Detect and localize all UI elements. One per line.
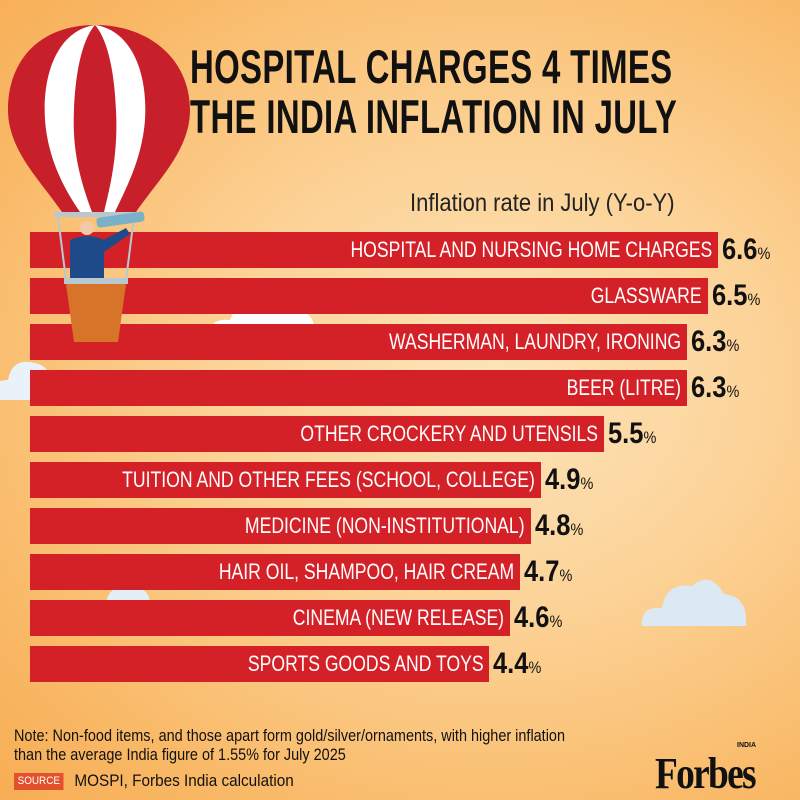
percent-unit: % xyxy=(559,566,573,585)
bar: WASHERMAN, LAUNDRY, IRONING xyxy=(30,324,687,360)
source-line: SOURCE MOSPI, Forbes India calculation xyxy=(14,771,294,791)
bar: HOSPITAL AND NURSING HOME CHARGES xyxy=(30,232,718,268)
percent-unit: % xyxy=(726,336,740,355)
bar-category-label: GLASSWARE xyxy=(590,283,702,308)
percent-unit: % xyxy=(757,244,771,263)
bar-value-label: 4.8% xyxy=(534,509,584,542)
bar: BEER (LITRE) xyxy=(30,370,687,406)
percent-unit: % xyxy=(549,612,563,631)
bar-value-label: 6.3% xyxy=(690,371,740,404)
bar: OTHER CROCKERY AND UTENSILS xyxy=(30,416,604,452)
bar-value-label: 4.9% xyxy=(545,463,594,496)
bar: MEDICINE (NON-INSTITUTIONAL) xyxy=(30,508,531,544)
source-badge: SOURCE xyxy=(14,772,64,790)
chart-title: HOSPITAL CHARGES 4 TIMES THE INDIA INFLA… xyxy=(190,40,678,143)
bar-category-label: TUITION AND OTHER FEES (SCHOOL, COLLEGE) xyxy=(122,467,536,492)
bar-value-label: 4.4% xyxy=(493,647,542,680)
percent-unit: % xyxy=(643,428,656,447)
bar-value-label: 6.5% xyxy=(711,279,760,312)
source-text: MOSPI, Forbes India calculation xyxy=(74,771,294,790)
bar-value-label: 4.7% xyxy=(524,555,573,588)
bar-category-label: CINEMA (NEW RELEASE) xyxy=(292,605,504,630)
bar-category-label: HAIR OIL, SHAMPOO, HAIR CREAM xyxy=(219,559,515,584)
bar-value-label: 4.6% xyxy=(514,601,563,634)
percent-unit: % xyxy=(726,382,740,401)
bar-value-label: 6.3% xyxy=(690,325,740,358)
bar-category-label: SPORTS GOODS AND TOYS xyxy=(247,651,484,676)
bar-category-label: BEER (LITRE) xyxy=(566,375,681,400)
bar-value-label: 5.5% xyxy=(607,417,656,450)
bar: SPORTS GOODS AND TOYS xyxy=(30,646,490,682)
forbes-india-logo: Forbes xyxy=(655,749,757,798)
cloud-illustration xyxy=(641,579,747,626)
percent-unit: % xyxy=(528,658,542,677)
footnote: Note: Non-food items, and those apart fo… xyxy=(14,726,565,764)
bar-category-label: OTHER CROCKERY AND UTENSILS xyxy=(299,421,598,446)
bar-value-label: 6.6% xyxy=(722,233,771,266)
percent-unit: % xyxy=(747,290,760,309)
bar-category-label: HOSPITAL AND NURSING HOME CHARGES xyxy=(350,237,712,262)
bar: TUITION AND OTHER FEES (SCHOOL, COLLEGE) xyxy=(30,462,542,498)
bar: GLASSWARE xyxy=(30,278,708,314)
percent-unit: % xyxy=(570,520,584,539)
chart-subtitle: Inflation rate in July (Y-o-Y) xyxy=(410,189,675,217)
hot-air-balloon-illustration xyxy=(8,25,190,342)
bar-category-label: MEDICINE (NON-INSTITUTIONAL) xyxy=(245,513,525,538)
percent-unit: % xyxy=(580,474,594,493)
forbes-india-logo-sub: INDIA xyxy=(737,742,757,749)
bar-category-label: WASHERMAN, LAUNDRY, IRONING xyxy=(388,329,681,354)
bar: HAIR OIL, SHAMPOO, HAIR CREAM xyxy=(30,554,521,590)
bar: CINEMA (NEW RELEASE) xyxy=(30,600,510,636)
